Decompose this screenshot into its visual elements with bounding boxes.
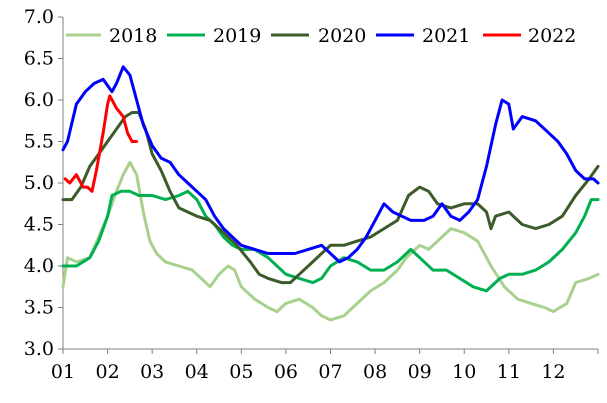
legend-label-2019: 2019: [213, 25, 261, 47]
y-tick-label: 5.5: [24, 131, 54, 153]
legend-label-2020: 2020: [318, 25, 366, 47]
series-line-2018: [61, 160, 600, 322]
x-tick-label: 07: [318, 361, 342, 383]
y-tick-label: 7.0: [24, 6, 54, 28]
legend-label-2018: 2018: [109, 25, 157, 47]
y-tick-label: 3.5: [24, 297, 54, 319]
legend: 2018 2019 2020 2021 2022: [66, 25, 576, 47]
x-tick-label: 05: [229, 361, 253, 383]
x-tick-label: 03: [140, 361, 164, 383]
y-tick-label: 4.5: [24, 214, 54, 236]
y-tick-label: 6.0: [24, 89, 54, 111]
x-tick-label: 01: [51, 361, 75, 383]
x-tick-label: 09: [408, 361, 432, 383]
series-line-2022: [63, 94, 139, 193]
x-tick-label: 10: [452, 361, 476, 383]
series-line-2020: [61, 111, 600, 285]
x-axis-ticks: 01 02 03 04 05 06 07 08 09 10 11 12: [51, 349, 599, 383]
series-lines: [61, 65, 600, 322]
y-tick-label: 4.0: [24, 255, 54, 277]
legend-label-2021: 2021: [422, 25, 470, 47]
y-tick-label: 6.5: [24, 48, 54, 70]
series-line-2021: [61, 65, 600, 264]
series-line-2019: [61, 189, 600, 293]
y-tick-label: 5.0: [24, 172, 54, 194]
y-tick-label: 3.0: [24, 338, 54, 360]
legend-label-2022: 2022: [528, 25, 576, 47]
x-tick-label: 04: [185, 361, 209, 383]
y-axis-ticks: 3.0 3.5 4.0 4.5 5.0 5.5 6.0 6.5 7.0: [24, 6, 63, 360]
x-tick-label: 11: [497, 361, 521, 383]
x-tick-label: 06: [274, 361, 298, 383]
x-tick-label: 08: [363, 361, 387, 383]
x-tick-label: 12: [541, 361, 565, 383]
x-tick-label: 02: [95, 361, 119, 383]
